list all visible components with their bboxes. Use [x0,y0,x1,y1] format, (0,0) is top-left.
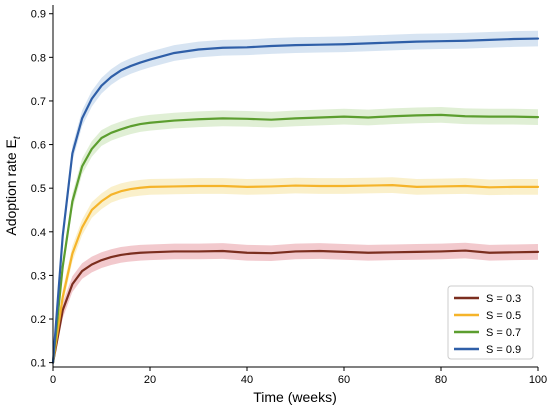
y-tick-label: 0.2 [31,314,46,326]
x-tick-label: 60 [338,374,350,386]
x-tick-label: 100 [529,374,547,386]
series-line-s-0-7 [51,113,540,364]
legend-label-s-0-3: S = 0.3 [486,293,521,305]
x-tick-label: 20 [144,374,156,386]
y-tick-label: 0.7 [31,96,46,108]
series-line-s-0-3 [51,249,540,364]
band-s-0-7 [53,107,538,367]
legend: S = 0.3 S = 0.5 S = 0.7 S = 0.9 [447,285,534,360]
y-axis-title-subscript: t [12,135,23,139]
series-line-s-0-5 [51,184,540,364]
y-tick-label: 0.3 [31,270,46,282]
y-tick-label: 0.9 [31,9,46,21]
y-tick-label: 0.4 [31,227,46,239]
band-s-0-3 [53,242,538,367]
confidence-bands [53,30,538,367]
y-axis-title-main: Adoption rate E [3,139,19,236]
legend-box [447,285,534,360]
y-axis-title: Adoption rate Et [3,135,23,236]
legend-label-s-0-5: S = 0.5 [486,310,521,322]
series-lines [51,37,540,364]
x-tick-label: 40 [241,374,253,386]
x-axis-title: Time (weeks) [253,389,337,405]
legend-label-s-0-7: S = 0.7 [486,327,521,339]
series-line-s-0-9 [51,37,540,364]
y-axis-ticks: 0.1 0.2 0.3 0.4 0.5 0.6 0.7 0.8 0.9 [31,9,53,370]
y-tick-label: 0.5 [31,183,46,195]
x-tick-label: 80 [435,374,447,386]
x-tick-label: 0 [50,374,56,386]
y-tick-label: 0.6 [31,140,46,152]
x-axis-ticks: 0 20 40 60 80 100 [50,367,547,386]
y-tick-label: 0.8 [31,52,46,64]
y-tick-label: 0.1 [31,358,46,370]
band-s-0-5 [53,177,538,367]
legend-label-s-0-9: S = 0.9 [486,344,521,356]
